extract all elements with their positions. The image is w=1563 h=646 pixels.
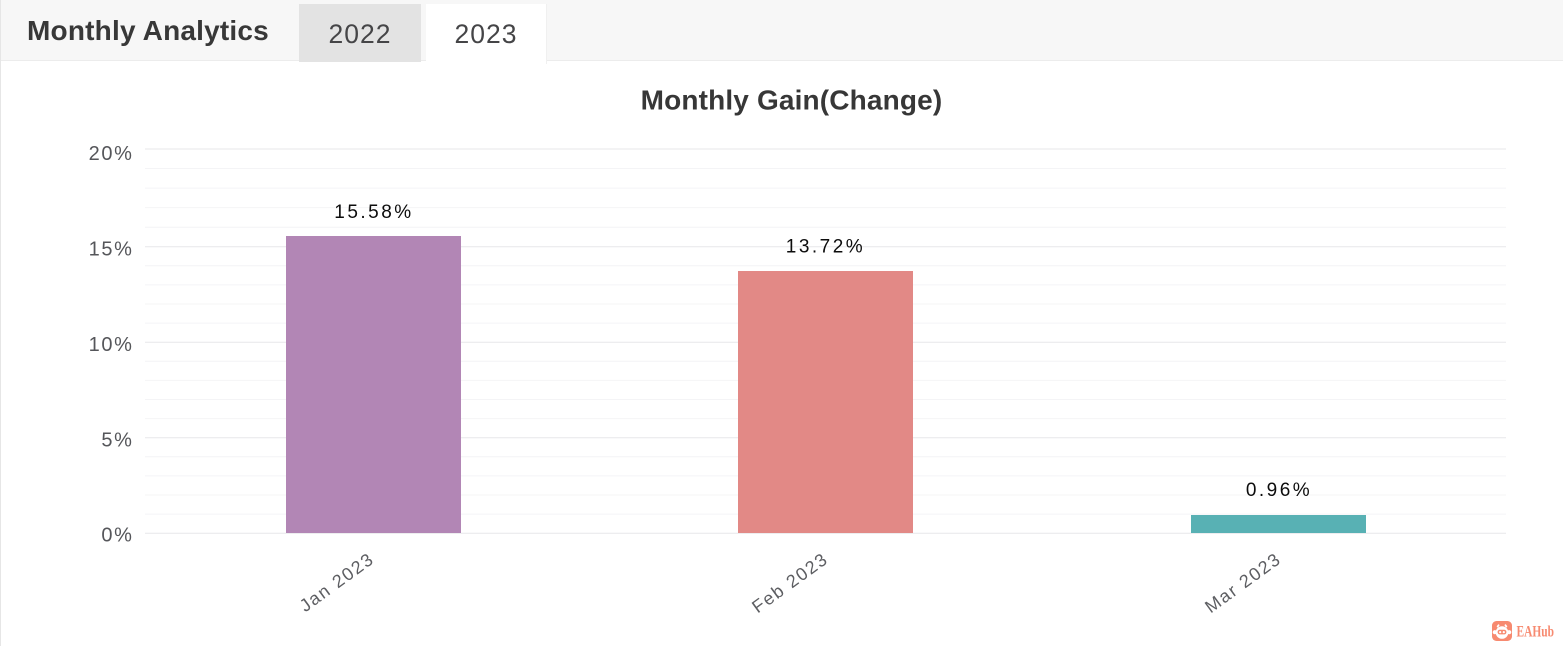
- svg-text:15.58%: 15.58%: [334, 202, 413, 223]
- svg-text:Jan 2023: Jan 2023: [296, 549, 378, 616]
- svg-text:EAHub: EAHub: [1517, 624, 1555, 641]
- svg-text:0%: 0%: [101, 525, 133, 547]
- svg-text:20%: 20%: [89, 143, 134, 165]
- svg-text:5%: 5%: [101, 430, 133, 452]
- svg-text:Mar 2023: Mar 2023: [1201, 549, 1285, 617]
- svg-text:13.72%: 13.72%: [786, 237, 865, 258]
- svg-text:Feb 2023: Feb 2023: [748, 549, 832, 617]
- svg-text:Monthly Gain(Change): Monthly Gain(Change): [641, 85, 943, 116]
- svg-text:15%: 15%: [89, 239, 134, 261]
- svg-text:0.96%: 0.96%: [1246, 480, 1312, 501]
- svg-text:10%: 10%: [89, 334, 134, 356]
